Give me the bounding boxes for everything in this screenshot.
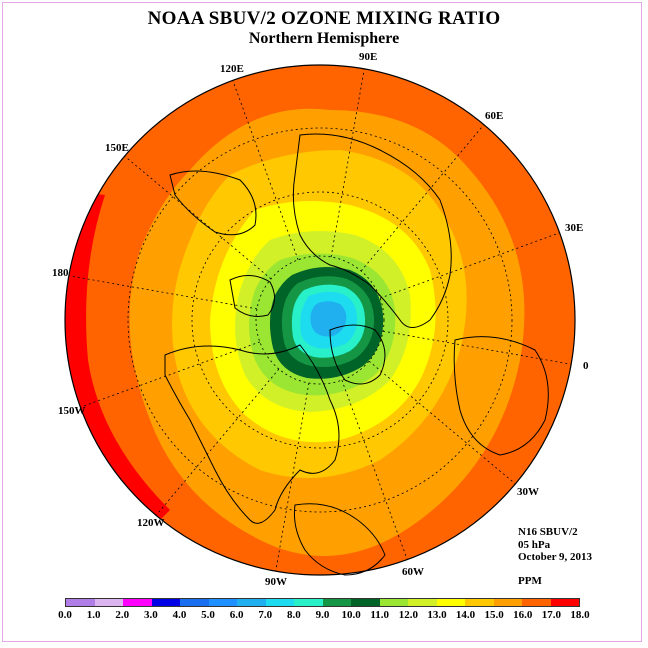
colorbar-segment <box>379 599 408 606</box>
chart-title: NOAA SBUV/2 OZONE MIXING RATIO <box>147 8 501 29</box>
meridian-line <box>368 360 516 485</box>
meridian-line <box>155 368 280 516</box>
instrument-label: N16 SBUV/2 <box>518 526 578 538</box>
colorbar <box>65 598 580 607</box>
meridian-line <box>275 382 310 572</box>
meridian-line <box>360 124 485 272</box>
colorbar-segment <box>66 599 95 606</box>
colorbar-segment <box>522 599 551 606</box>
ozone-field <box>65 65 575 575</box>
colorbar-tick-label: 6.0 <box>229 609 244 621</box>
colorbar-segment <box>493 599 522 606</box>
date-label: October 9, 2013 <box>518 551 593 563</box>
colorbar-segment <box>408 599 437 606</box>
colorbar-tick-label: 9.0 <box>315 609 330 621</box>
colorbar-segment <box>322 599 351 606</box>
meridian-line <box>380 232 560 299</box>
colorbar-tick-label: 5.0 <box>201 609 215 621</box>
meridian-line <box>330 68 365 258</box>
colorbar-segment <box>436 599 465 606</box>
colorbar-tick-label: 3.0 <box>143 609 158 621</box>
lon-label-90e: 90E <box>359 51 378 63</box>
lon-label-0: 0 <box>583 360 589 372</box>
lon-label-30w: 30W <box>517 486 539 498</box>
lon-label-150w: 150W <box>58 405 86 417</box>
latitude-circle-30n <box>127 127 513 513</box>
coastline-alaska <box>229 275 275 317</box>
colorbar-tick-label: 13.0 <box>427 609 447 621</box>
units-label: PPM <box>518 575 542 587</box>
lon-label-90w: 90W <box>265 576 287 588</box>
colorbar-tick-label: 1.0 <box>86 609 101 621</box>
colorbar-tick-label: 16.0 <box>513 609 533 621</box>
coastline-eurasia <box>292 133 452 328</box>
chart-subtitle: Northern Hemisphere <box>248 30 400 47</box>
lon-label-60e: 60E <box>485 110 504 122</box>
colorbar-tick-label: 8.0 <box>287 609 301 621</box>
colorbar-tick-label: 4.0 <box>172 609 187 621</box>
colorbar-tick-label: 17.0 <box>541 609 561 621</box>
colorbar-tick-label: 15.0 <box>484 609 504 621</box>
colorbar-tick-label: 0.0 <box>58 609 72 621</box>
meridian-line <box>124 155 272 280</box>
colorbar-tick-label: 10.0 <box>341 609 361 621</box>
colorbar-segment <box>550 599 579 606</box>
map-boundary <box>64 64 576 576</box>
coastline-north-america <box>164 344 340 524</box>
coastline-africa <box>453 336 549 456</box>
colorbar-segment <box>94 599 123 606</box>
lon-label-150e: 150E <box>105 142 129 154</box>
colorbar-tick-label: 12.0 <box>398 609 418 621</box>
coastline-east-asia <box>169 170 257 236</box>
lon-label-30e: 30E <box>565 222 584 234</box>
meridian-line <box>382 330 572 365</box>
colorbar-tick-label: 7.0 <box>258 609 273 621</box>
colorbar-segment <box>237 599 266 606</box>
meridian-line <box>68 275 258 310</box>
graticule <box>68 68 572 572</box>
colorbar-segment <box>208 599 237 606</box>
colorbar-segment <box>465 599 494 606</box>
coastline-greenland <box>329 324 386 385</box>
latitude-circle-50n <box>191 191 449 449</box>
meridian-line <box>80 341 260 408</box>
lon-label-120e: 120E <box>220 63 244 75</box>
colorbar-segment <box>123 599 152 606</box>
colorbar-segment <box>265 599 294 606</box>
lon-label-60w: 60W <box>402 566 424 578</box>
lon-label-120w: 120W <box>137 517 165 529</box>
colorbar-tick-label: 14.0 <box>455 609 476 621</box>
meridian-line <box>232 80 299 260</box>
colorbar-tick-label: 2.0 <box>115 609 130 621</box>
colorbar-segment <box>351 599 380 606</box>
pressure-level-label: 05 hPa <box>518 539 551 551</box>
colorbar-segment <box>180 599 209 606</box>
latitude-circle-70n <box>255 255 385 385</box>
colorbar-segment <box>151 599 180 606</box>
colorbar-tick-label: 11.0 <box>370 609 390 621</box>
colorbar-segment <box>294 599 323 606</box>
coastlines <box>164 133 549 576</box>
colorbar-tick-label: 18.0 <box>570 609 590 621</box>
meridian-line <box>341 380 408 560</box>
lon-label-180: 180 <box>52 267 69 279</box>
meridian-lines <box>68 68 572 572</box>
